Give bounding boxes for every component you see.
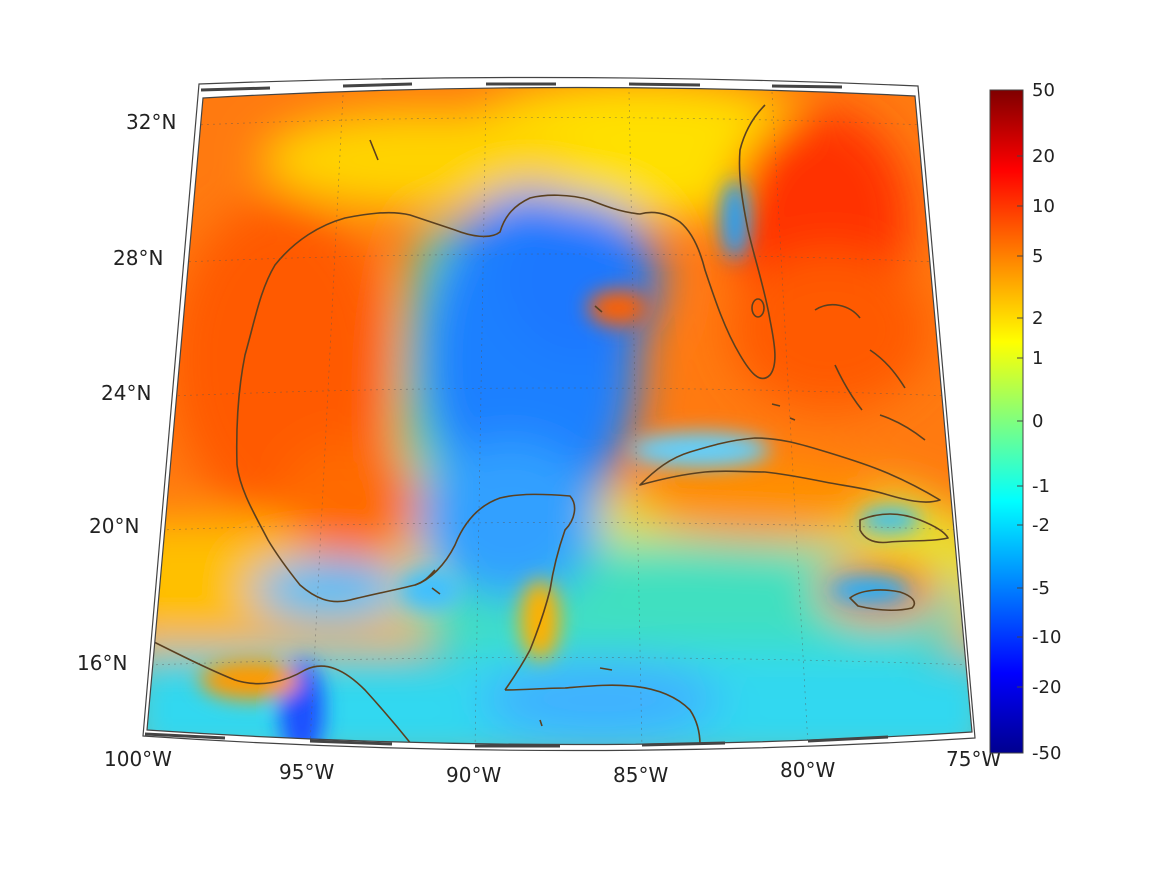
- coastline-hispaniola: [859, 513, 949, 544]
- lon-label-80: 80°W: [780, 758, 835, 782]
- colorbar-labels: 50 20 10 5 2 1 0 -1 -2 -5 -10 -20 -50: [1032, 80, 1061, 764]
- coastline-jamaica: [849, 589, 916, 611]
- colorbar-label-2: 2: [1032, 308, 1043, 329]
- colorbar-label-1: 1: [1032, 348, 1043, 369]
- gridline-lat-24: [171, 387, 951, 397]
- gridline-lat-20: [160, 522, 963, 531]
- coastline-us-gulf: [235, 104, 776, 466]
- colorbar-label-neg20: -20: [1032, 677, 1061, 698]
- colorbar-label-neg1: -1: [1032, 476, 1050, 497]
- lat-label-16: 16°N: [77, 651, 127, 675]
- gridline-lon-95: [309, 94, 344, 745]
- gridline-lon-90: [474, 91, 487, 745]
- coastline-central-america: [504, 684, 701, 745]
- colorbar-label-neg50: -50: [1032, 743, 1061, 764]
- colorbar-label-0: 0: [1032, 411, 1043, 432]
- coastlines: [149, 104, 949, 745]
- lat-label-24: 24°N: [101, 381, 151, 405]
- lat-labels: 32°N 28°N 24°N 20°N 16°N: [77, 110, 176, 675]
- lat-label-32: 32°N: [126, 110, 176, 134]
- gridline-lat-16: [149, 657, 972, 666]
- colorbar-label-50: 50: [1032, 80, 1055, 101]
- lon-labels: 100°W 95°W 90°W 85°W 80°W 75°W: [104, 747, 1001, 787]
- colorbar: 50 20 10 5 2 1 0 -1 -2 -5 -10 -20 -50: [989, 80, 1061, 764]
- colorbar-label-10: 10: [1032, 196, 1055, 217]
- colorbar-ticks: [1017, 155, 1023, 688]
- colorbar-label-neg5: -5: [1032, 578, 1050, 599]
- coastline-small-islands: [369, 139, 796, 727]
- coastline-yucatan: [414, 493, 576, 691]
- gridline-lon-80: [771, 91, 809, 745]
- lat-label-20: 20°N: [89, 514, 139, 538]
- gridline-lon-85: [628, 91, 643, 745]
- colorbar-label-5: 5: [1032, 246, 1043, 267]
- lon-label-95: 95°W: [279, 760, 334, 784]
- coastline-cuba: [639, 437, 941, 503]
- map-field: [147, 87, 972, 745]
- field-details: [200, 180, 920, 745]
- colorbar-label-20: 20: [1032, 146, 1055, 167]
- lat-label-28: 28°N: [113, 246, 163, 270]
- coastline-pacific: [149, 639, 413, 745]
- frame-ticks: [144, 82, 889, 748]
- colorbar-label-neg2: -2: [1032, 515, 1050, 536]
- map-frame: [142, 76, 976, 752]
- coastline-bahamas: [814, 303, 926, 441]
- graticule: [149, 91, 972, 745]
- lon-label-100: 100°W: [104, 747, 172, 771]
- colorbar-label-neg10: -10: [1032, 627, 1061, 648]
- lon-label-90: 90°W: [446, 763, 501, 787]
- coastline-lake-okeechobee: [751, 298, 765, 318]
- lon-label-85: 85°W: [613, 763, 668, 787]
- gridline-lat-32: [194, 117, 926, 126]
